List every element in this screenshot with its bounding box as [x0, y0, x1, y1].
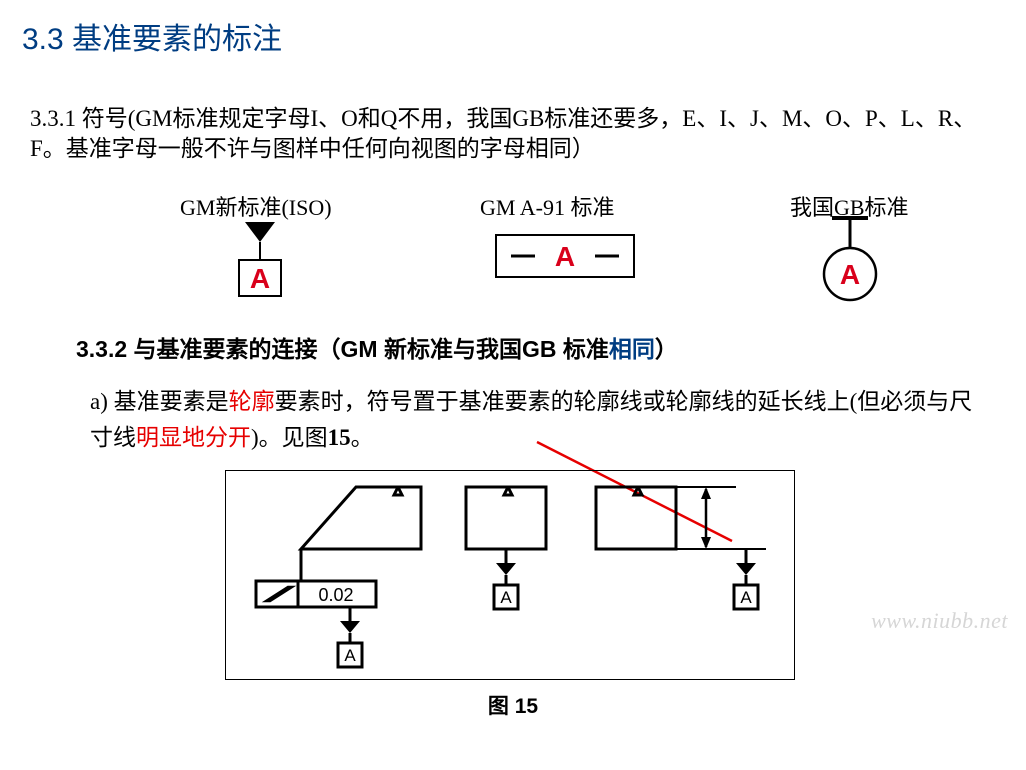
fig-part-3: A: [596, 487, 766, 609]
sec332-bold1: GM: [341, 336, 384, 362]
symbol-gb: A: [818, 216, 882, 307]
tol-value: 0.02: [318, 585, 353, 605]
section-3-3-2: 3.3.2 与基准要素的连接（GM 新标准与我国GB 标准相同）: [76, 330, 678, 364]
a-bold: 15: [328, 425, 351, 450]
a-lead: a) 基准要素是: [90, 389, 229, 414]
a-red1: 轮廓: [229, 389, 275, 414]
letter-a-iso: A: [250, 263, 270, 294]
letter-a-a91: A: [555, 241, 575, 272]
sec332-mid2: 标准: [563, 336, 609, 362]
figure-caption: 图 15: [0, 690, 1026, 720]
section-3-3-1: 3.3.1 符号(GM标准规定字母I、O和Q不用，我国GB标准还要多，E、I、J…: [30, 104, 1006, 165]
datum-a-2: A: [500, 588, 512, 607]
sec332-suffix: ）: [655, 336, 678, 362]
sec332-bold2: GB: [522, 336, 563, 362]
symbol-a91: A: [495, 234, 635, 283]
page-title: 3.3 基准要素的标注: [22, 14, 282, 58]
sec332-blue: 相同: [609, 336, 655, 362]
watermark: www.niubb.net: [871, 608, 1008, 634]
letter-a-gb: A: [840, 259, 860, 290]
fig-part-1: 0.02 A: [256, 487, 421, 667]
datum-a-1: A: [344, 646, 356, 665]
figure-15: 0.02 A A: [225, 470, 795, 680]
a-dot: 。: [351, 425, 374, 450]
a-red2: 明显地分开: [136, 425, 251, 450]
symbol-row: GM新标准(ISO) A GM A-91 标准 A 我国GB标准 A: [0, 190, 1026, 310]
a-tail: )。见图: [251, 425, 328, 450]
fig-part-2: A: [466, 487, 546, 609]
label-a91: GM A-91 标准: [480, 190, 614, 222]
symbol-iso: A: [225, 218, 295, 305]
sec332-prefix: 3.3.2 与基准要素的连接（: [76, 336, 341, 362]
sec332-mid1: 新标准与我国: [384, 336, 522, 362]
datum-a-3: A: [740, 588, 752, 607]
item-a: a) 基准要素是轮廓要素时，符号置于基准要素的轮廓线或轮廓线的延长线上(但必须与…: [90, 384, 986, 455]
